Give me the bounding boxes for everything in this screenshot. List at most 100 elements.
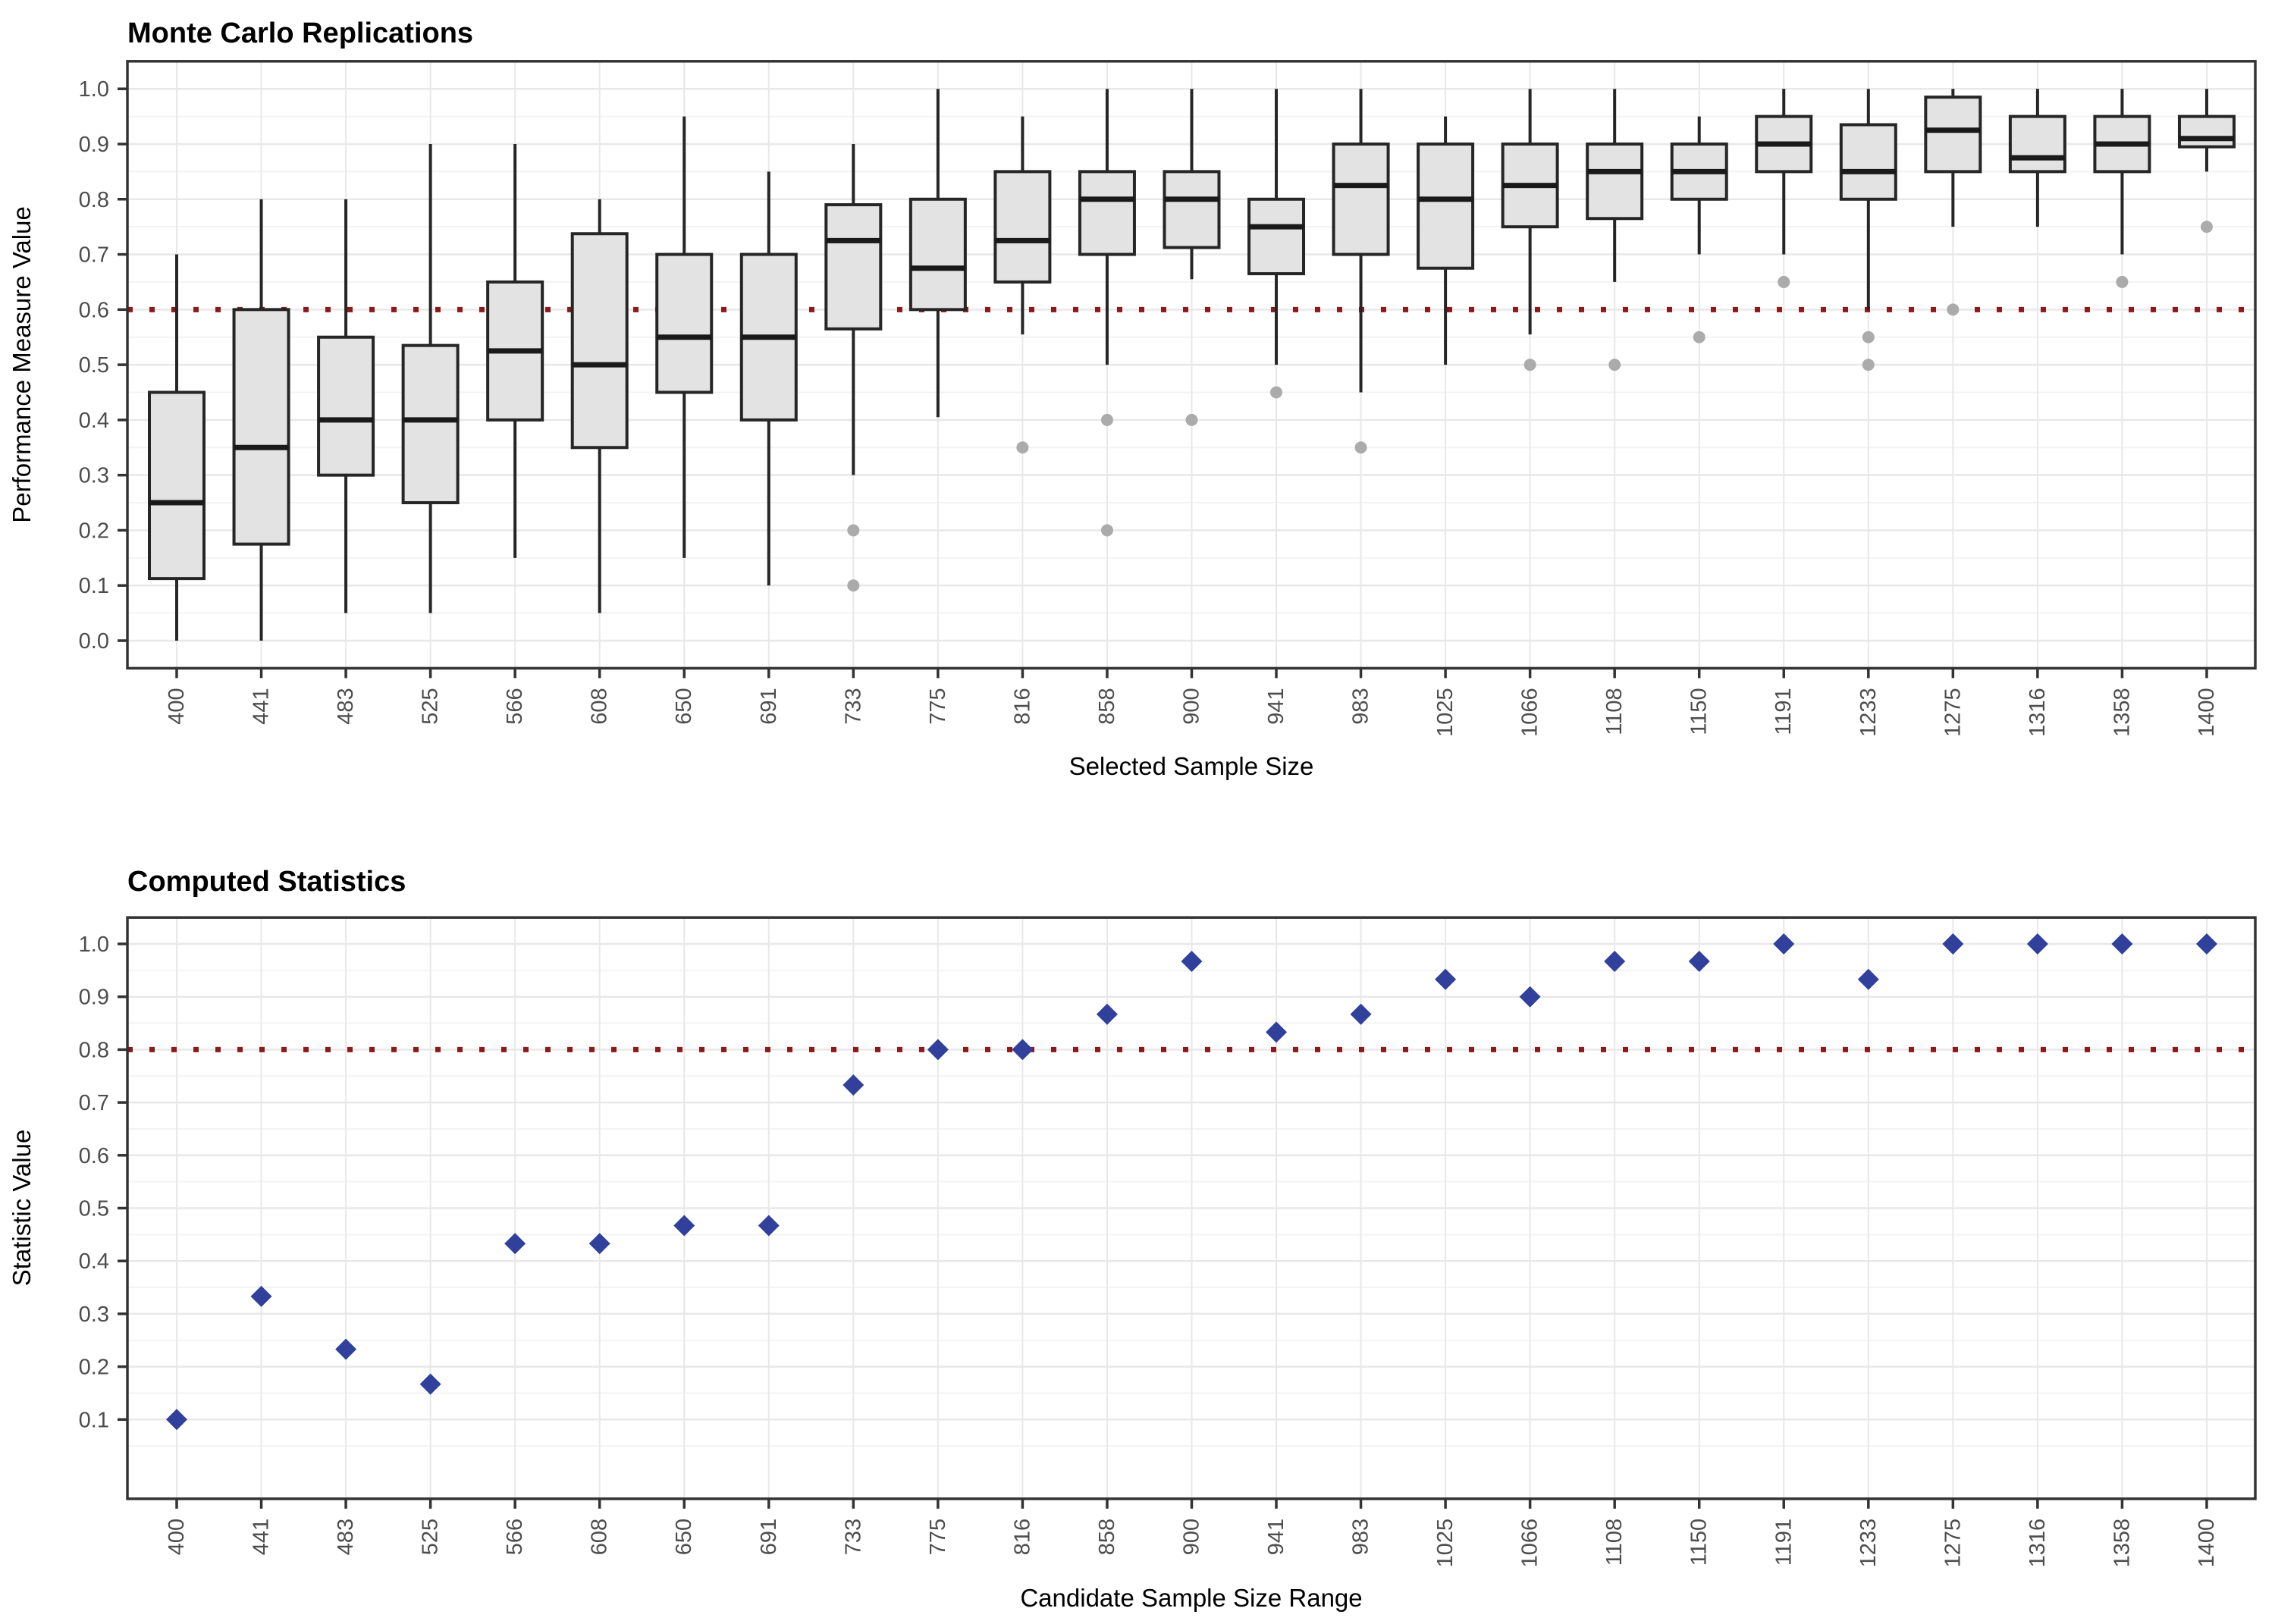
x-tick-label: 1108 bbox=[1602, 688, 1627, 735]
y-tick-label: 0.4 bbox=[79, 1249, 109, 1274]
y-tick-label: 0.3 bbox=[79, 464, 109, 488]
x-tick-label: 858 bbox=[1095, 688, 1119, 724]
x-tick-label: 1150 bbox=[1687, 1519, 1712, 1566]
x-tick-label: 1108 bbox=[1602, 1519, 1627, 1566]
box bbox=[2177, 114, 2236, 149]
y-tick-label: 1.0 bbox=[79, 77, 109, 102]
diamond-point bbox=[1435, 968, 1457, 990]
top-x-axis-title: Selected Sample Size bbox=[1069, 752, 1314, 780]
outlier-point bbox=[847, 524, 860, 537]
diamond-point bbox=[166, 1409, 187, 1431]
diamond-point bbox=[1773, 933, 1795, 955]
x-tick-label: 900 bbox=[1179, 1519, 1203, 1555]
diamond-point bbox=[1857, 968, 1879, 990]
scatter-panel: Computed Statistics 0.10.20.30.40.50.60.… bbox=[8, 866, 2257, 1612]
x-tick-label: 775 bbox=[926, 688, 950, 724]
box bbox=[1586, 142, 1644, 221]
y-tick-label: 0.8 bbox=[79, 1038, 109, 1062]
box bbox=[232, 308, 290, 546]
x-tick-label: 608 bbox=[588, 1519, 612, 1555]
outlier-point bbox=[847, 579, 860, 592]
y-tick-label: 0.9 bbox=[79, 133, 109, 157]
box bbox=[317, 335, 375, 477]
outlier-point bbox=[1693, 331, 1705, 343]
x-tick-label: 941 bbox=[1264, 688, 1288, 724]
diamond-point bbox=[2111, 933, 2133, 955]
x-tick-label: 650 bbox=[672, 688, 696, 724]
x-tick-label: 1233 bbox=[1856, 1519, 1881, 1568]
y-tick-label: 0.3 bbox=[79, 1303, 109, 1327]
top-y-axis-title: Performance Measure Value bbox=[8, 206, 36, 523]
box bbox=[1839, 123, 1897, 201]
diamond-point bbox=[1688, 951, 1710, 973]
box bbox=[2008, 114, 2066, 174]
diamond-point bbox=[927, 1039, 949, 1061]
x-tick-label: 1275 bbox=[1941, 688, 1965, 737]
y-tick-label: 0.5 bbox=[79, 353, 109, 378]
outlier-point bbox=[1947, 303, 1960, 316]
outlier-point bbox=[1185, 413, 1198, 426]
box bbox=[1163, 170, 1221, 249]
box bbox=[1078, 170, 1136, 256]
diamond-point bbox=[1350, 1003, 1372, 1025]
x-tick-label: 1233 bbox=[1856, 688, 1881, 737]
diamond-point bbox=[419, 1373, 441, 1395]
x-tick-label: 816 bbox=[1010, 688, 1034, 724]
x-tick-label: 441 bbox=[249, 688, 274, 724]
y-tick-label: 0.1 bbox=[79, 1408, 109, 1432]
x-tick-label: 1191 bbox=[1771, 1519, 1796, 1566]
box bbox=[908, 197, 967, 312]
y-tick-label: 0.0 bbox=[79, 629, 109, 654]
outlier-point bbox=[1354, 441, 1367, 454]
outlier-point bbox=[1608, 359, 1621, 372]
box bbox=[401, 343, 460, 505]
y-tick-label: 0.5 bbox=[79, 1197, 109, 1221]
x-tick-label: 650 bbox=[672, 1519, 696, 1555]
diamond-point bbox=[1096, 1003, 1118, 1025]
y-tick-label: 0.1 bbox=[79, 574, 109, 598]
box bbox=[1924, 96, 1982, 174]
bottom-x-axis-title: Candidate Sample Size Range bbox=[1020, 1584, 1362, 1612]
x-tick-label: 858 bbox=[1095, 1519, 1119, 1555]
diamond-point bbox=[1012, 1039, 1034, 1061]
x-tick-label: 733 bbox=[841, 688, 865, 724]
y-tick-label: 0.6 bbox=[79, 298, 109, 322]
outlier-point bbox=[1100, 413, 1113, 426]
diamond-point bbox=[1266, 1021, 1288, 1043]
outlier-point bbox=[1862, 359, 1875, 372]
x-tick-label: 1358 bbox=[2110, 688, 2134, 737]
diamond-point bbox=[335, 1338, 357, 1360]
x-tick-label: 1316 bbox=[2026, 688, 2050, 737]
y-tick-label: 0.2 bbox=[79, 1356, 109, 1380]
diamond-point bbox=[504, 1233, 526, 1255]
diamond-point bbox=[1604, 951, 1626, 973]
x-tick-label: 733 bbox=[841, 1519, 865, 1555]
diamond-point bbox=[843, 1074, 864, 1096]
x-tick-label: 608 bbox=[588, 688, 612, 724]
diamond-point bbox=[1181, 951, 1203, 973]
box bbox=[1247, 197, 1306, 276]
y-tick-label: 0.2 bbox=[79, 519, 109, 543]
top-panel-title: Monte Carlo Replications bbox=[127, 17, 473, 49]
x-tick-label: 775 bbox=[926, 1519, 950, 1555]
diamond-point bbox=[1519, 986, 1541, 1008]
x-tick-label: 691 bbox=[757, 1519, 781, 1555]
x-tick-label: 400 bbox=[165, 688, 189, 724]
outlier-point bbox=[1270, 386, 1283, 399]
y-tick-label: 0.8 bbox=[79, 188, 109, 212]
diamond-point bbox=[1942, 933, 1964, 955]
outlier-point bbox=[1862, 331, 1875, 343]
box bbox=[993, 170, 1052, 284]
box bbox=[570, 232, 629, 450]
y-tick-label: 0.9 bbox=[79, 986, 109, 1010]
x-tick-label: 483 bbox=[334, 688, 358, 724]
x-tick-label: 1150 bbox=[1687, 688, 1712, 735]
x-tick-label: 525 bbox=[419, 688, 443, 724]
outlier-point bbox=[1100, 524, 1113, 537]
y-tick-label: 1.0 bbox=[79, 933, 109, 957]
bottom-panel-title: Computed Statistics bbox=[127, 866, 406, 898]
x-tick-label: 941 bbox=[1264, 1519, 1288, 1555]
bottom-y-axis-title: Statistic Value bbox=[8, 1130, 36, 1287]
x-tick-label: 1025 bbox=[1433, 688, 1458, 737]
outlier-point bbox=[2200, 221, 2213, 234]
